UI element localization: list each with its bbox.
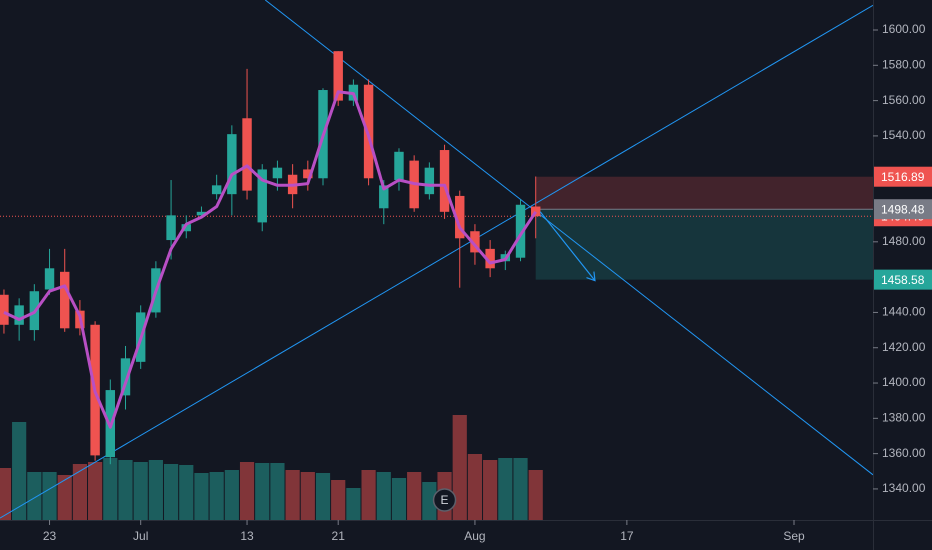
stop-zone: [535, 176, 873, 210]
volume-bar: [239, 462, 255, 520]
target-zone: [535, 209, 873, 280]
x-tick-label: 23: [43, 529, 57, 543]
volume-bar: [361, 470, 376, 520]
volume-bar: [133, 462, 148, 520]
y-tick-label: 1580.00: [882, 57, 926, 71]
candle-body: [166, 215, 176, 241]
volume-bar: [12, 422, 27, 520]
candle-body: [303, 169, 313, 179]
candle-body: [227, 134, 237, 195]
volume-bar: [0, 468, 12, 520]
volume-bar: [194, 473, 209, 520]
volume-bar: [285, 470, 300, 520]
target-price-label-box: [874, 269, 932, 290]
volume-bar: [57, 475, 72, 520]
volume-bar: [452, 415, 467, 520]
x-tick-label: 13: [240, 529, 254, 543]
stop-price-label: 1516.89: [881, 170, 925, 184]
candle-body: [0, 294, 9, 325]
volume-bar: [270, 463, 285, 520]
candle-body: [44, 268, 55, 290]
target-price-label: 1458.58: [881, 273, 925, 287]
candle-body: [485, 248, 495, 269]
candle-body: [379, 185, 389, 209]
volume-bar: [513, 458, 528, 520]
volume-bar: [88, 462, 103, 520]
volume-bar: [467, 454, 483, 520]
candle-body: [531, 206, 541, 217]
volume-bar: [483, 460, 498, 520]
volume-bar: [224, 470, 239, 520]
stop-price-label-box: [874, 166, 932, 187]
trendline: [0, 4, 873, 519]
volume-bar: [163, 464, 179, 520]
volume-bar: [179, 465, 194, 520]
y-tick-label: 1600.00: [882, 22, 926, 36]
volume-bar: [42, 472, 57, 520]
axes: 1600.00 1580.00 1560.00 1540.00 1480.00 1440.…: [43, 22, 932, 543]
candle-body: [470, 231, 480, 253]
x-tick-label: Jul: [133, 529, 148, 543]
y-tick-label: 1560.00: [882, 93, 926, 107]
candle-body: [515, 204, 526, 258]
x-tick-label: Aug: [464, 529, 485, 543]
y-tick-label: 1340.00: [882, 481, 926, 495]
candle-body: [181, 224, 191, 232]
volume-bar: [209, 472, 224, 520]
plot-area: E: [0, 0, 873, 520]
candle-body: [272, 167, 283, 179]
volume-bar: [346, 488, 361, 520]
volume-bar: [255, 463, 270, 520]
volume-bar: [148, 460, 163, 520]
y-tick-label: 1420.00: [882, 340, 926, 354]
projection-arrow: [539, 211, 595, 281]
moving-average: [3, 90, 537, 429]
volume-bar: [118, 460, 133, 520]
candle-body: [14, 305, 24, 325]
candle-body: [439, 150, 450, 212]
y-tick-label: 1360.00: [882, 446, 926, 460]
candle-body: [196, 211, 207, 216]
volume-bar: [315, 473, 331, 520]
event-label: E: [441, 493, 449, 507]
volume-bar: [391, 478, 407, 520]
x-tick-label: 17: [620, 529, 634, 543]
x-tick-label: 21: [332, 529, 346, 543]
y-tick-label: 1440.00: [882, 305, 926, 319]
y-tick-label: 1540.00: [882, 128, 926, 142]
candle-body: [455, 195, 465, 239]
candle-body: [60, 271, 70, 329]
candle-body: [211, 185, 222, 195]
candle-body: [242, 118, 252, 191]
event-marker: [432, 488, 457, 512]
volume-bar: [103, 458, 118, 520]
volume-bar: [331, 480, 346, 520]
volume-bar: [407, 472, 422, 520]
candle-body: [394, 151, 404, 181]
y-tick-label: 1400.00: [882, 375, 926, 389]
volume-bar: [72, 464, 88, 520]
candle-body: [257, 169, 267, 223]
candle-body: [424, 167, 435, 195]
volume-bar: [300, 472, 315, 520]
y-tick-label: 1380.00: [882, 411, 926, 425]
x-tick-label: Sep: [783, 529, 805, 543]
y-tick-label: 1480.00: [882, 234, 926, 248]
volume-bar: [498, 458, 513, 520]
trendline: [264, 0, 873, 476]
volume-bar: [422, 482, 437, 520]
entry-price-label-box: [874, 199, 932, 220]
volume-bar: [528, 470, 543, 520]
candle-body: [120, 358, 131, 396]
volume-bar: [27, 472, 42, 520]
volume-bar: [376, 472, 391, 520]
candle-body: [333, 51, 343, 101]
entry-price-label: 1498.48: [881, 202, 925, 216]
